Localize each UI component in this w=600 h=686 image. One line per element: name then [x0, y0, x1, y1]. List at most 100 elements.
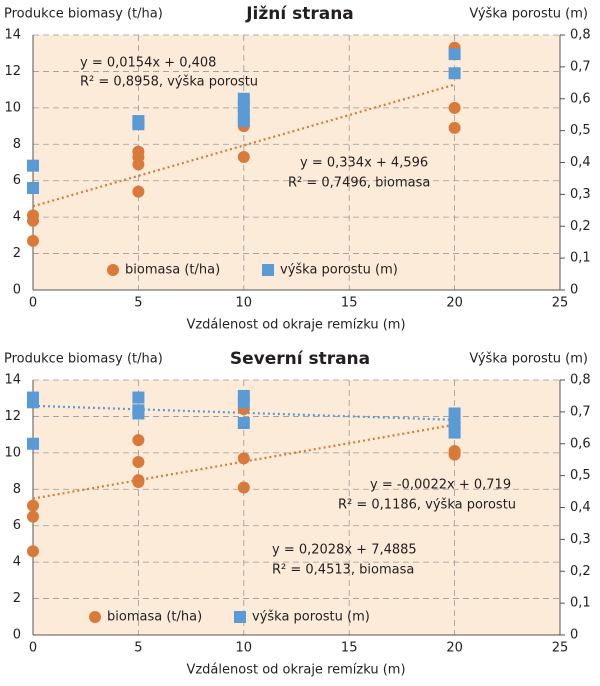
point [448, 121, 461, 134]
point [448, 67, 461, 80]
y2-tick-label: 0 [570, 628, 578, 643]
y-tick-label: 0 [13, 283, 21, 298]
point [237, 151, 250, 164]
point [27, 437, 39, 450]
y2-tick-label: 0,6 [570, 91, 591, 106]
point [448, 101, 461, 114]
x-tick-label: 0 [29, 641, 37, 656]
point [132, 434, 145, 447]
y-tick-label: 6 [13, 173, 21, 188]
point [132, 407, 145, 420]
y-tick-label: 8 [13, 137, 21, 152]
point [237, 452, 250, 465]
y2-tick-label: 0,8 [570, 28, 591, 43]
point [27, 499, 39, 512]
point [27, 545, 39, 558]
y2-tick-label: 0,6 [570, 436, 591, 451]
point [237, 417, 250, 430]
y2-axis-title: Výška porostu (m) [469, 7, 588, 22]
point [27, 510, 39, 523]
x-tick-label: 5 [134, 641, 142, 656]
x-tick-label: 25 [552, 296, 569, 311]
y2-tick-label: 0,3 [570, 187, 591, 202]
point [27, 214, 39, 227]
point [237, 396, 250, 409]
x-axis-title: Vzdálenost od okraje remízku (m) [186, 663, 405, 678]
y2-tick-label: 0,1 [570, 251, 591, 266]
point [237, 481, 250, 494]
legend-label: biomasa (t/ha) [107, 610, 202, 625]
annotation: R² = 0,4513, biomasa [272, 563, 414, 578]
x-tick-label: 20 [446, 296, 463, 311]
point [27, 159, 39, 172]
y2-tick-label: 0,2 [570, 564, 591, 579]
x-axis-title: Vzdálenost od okraje remízku (m) [186, 318, 405, 333]
legend-label: výška porostu (m) [280, 263, 398, 278]
chart-title: Jižní strana [245, 4, 354, 24]
x-tick-label: 15 [341, 296, 358, 311]
annotation: y = 0,2028x + 7,4885 [272, 543, 417, 558]
annotation: R² = 0,7496, biomasa [288, 176, 430, 191]
point [27, 234, 39, 247]
y2-tick-label: 0,3 [570, 532, 591, 547]
y2-tick-label: 0,4 [570, 155, 591, 170]
chart-title: Severní strana [230, 349, 370, 369]
y-tick-label: 0 [13, 628, 21, 643]
x-tick-label: 25 [552, 641, 569, 656]
y-tick-label: 4 [13, 210, 21, 225]
y2-tick-label: 0,7 [570, 404, 591, 419]
legend-marker [262, 264, 274, 276]
y-tick-label: 10 [4, 100, 21, 115]
y-tick-label: 2 [13, 246, 21, 261]
point [27, 396, 39, 409]
point [132, 185, 145, 198]
plot-area [33, 35, 560, 290]
legend-label: biomasa (t/ha) [125, 263, 220, 278]
annotation: y = 0,0154x + 0,408 [80, 56, 216, 71]
y2-tick-label: 0,1 [570, 596, 591, 611]
x-tick-label: 15 [341, 641, 358, 656]
trendline [32, 83, 455, 208]
y2-tick-label: 0 [570, 283, 578, 298]
y-tick-label: 14 [4, 373, 21, 388]
trendline [32, 423, 455, 500]
annotation: R² = 0,1186, výška porostu [338, 498, 516, 513]
point [448, 448, 461, 461]
y-tick-label: 14 [4, 28, 21, 43]
plot-area [33, 380, 560, 635]
x-tick-label: 10 [236, 641, 253, 656]
point [448, 426, 461, 439]
y-tick-label: 12 [4, 64, 21, 79]
y2-tick-label: 0,7 [570, 59, 591, 74]
y2-tick-label: 0,2 [570, 219, 591, 234]
y-tick-label: 2 [13, 591, 21, 606]
chart: Severní strana Produkce biomasy (t/ha) Výš… [4, 349, 591, 678]
x-tick-label: 20 [446, 641, 463, 656]
point [132, 158, 145, 171]
x-tick-label: 0 [29, 296, 37, 311]
legend-marker [234, 611, 246, 623]
y2-tick-label: 0,4 [570, 500, 591, 515]
point [448, 48, 461, 61]
y-tick-label: 8 [13, 482, 21, 497]
y2-axis-title: Výška porostu (m) [469, 352, 588, 367]
y2-tick-label: 0,5 [570, 468, 591, 483]
point [132, 455, 145, 468]
legend-label: výška porostu (m) [252, 610, 370, 625]
annotation: y = -0,0022x + 0,719 [370, 478, 511, 493]
y-tick-label: 6 [13, 518, 21, 533]
annotation: R² = 0,8958, výška porostu [80, 75, 258, 90]
point [132, 391, 145, 404]
y-tick-label: 10 [4, 445, 21, 460]
chart: Jižní strana Produkce biomasy (t/ha) Výška… [4, 4, 591, 333]
y-tick-label: 12 [4, 409, 21, 424]
point [132, 476, 145, 488]
y2-tick-label: 0,5 [570, 123, 591, 138]
y2-tick-label: 0,8 [570, 373, 591, 388]
point [237, 115, 250, 128]
y-axis-title: Produkce biomasy (t/ha) [4, 7, 163, 22]
x-tick-label: 10 [236, 296, 253, 311]
annotation: y = 0,334x + 4,596 [300, 156, 428, 171]
